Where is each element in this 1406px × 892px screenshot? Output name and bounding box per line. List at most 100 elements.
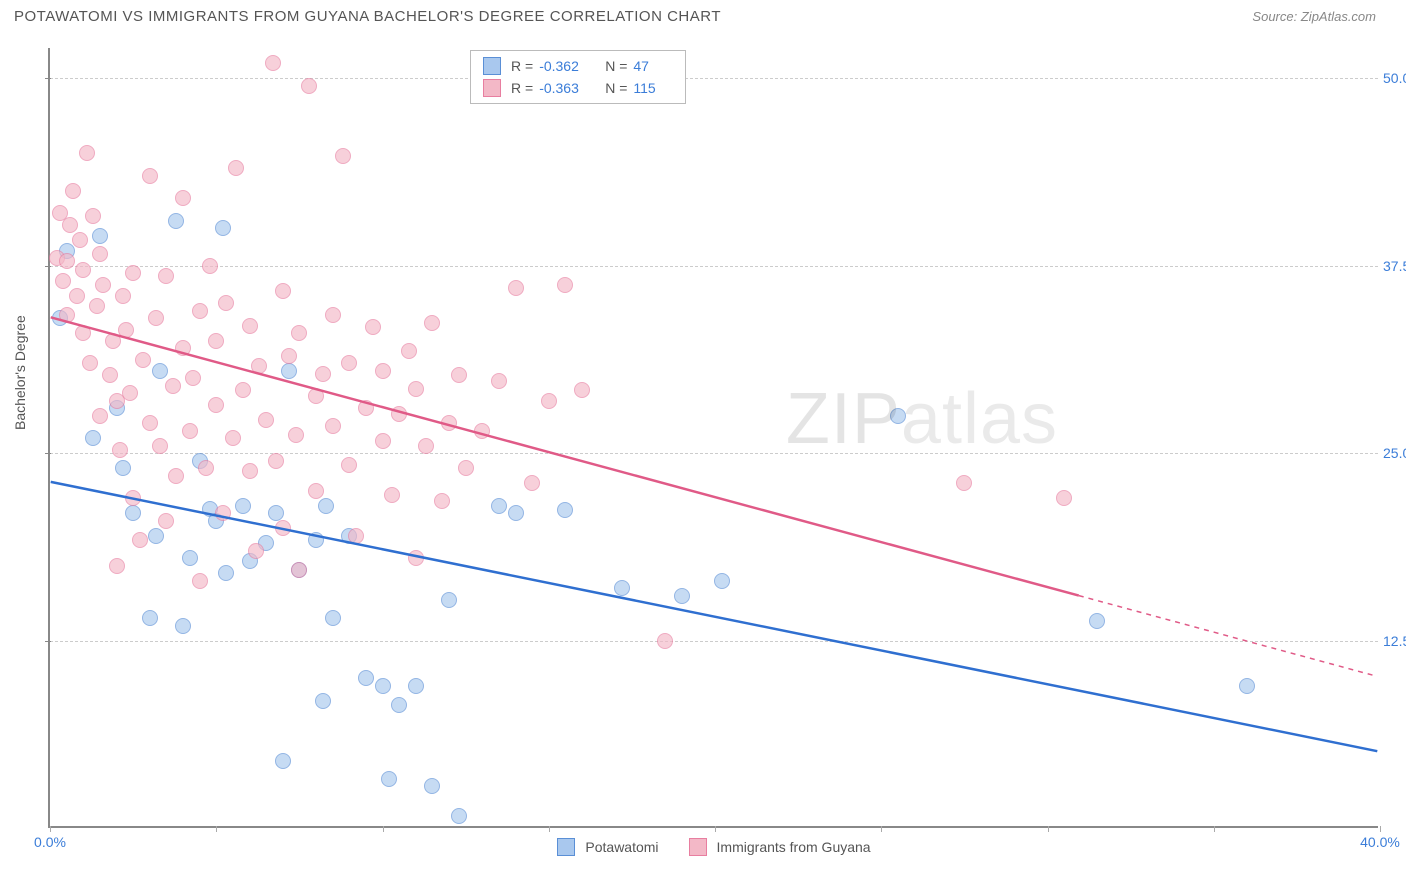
data-point	[198, 460, 214, 476]
data-point	[441, 415, 457, 431]
data-point	[268, 453, 284, 469]
gridline	[50, 453, 1378, 454]
gridline	[50, 266, 1378, 267]
x-tick-label: 0.0%	[34, 834, 66, 850]
y-tick-label: 37.5%	[1383, 258, 1406, 274]
data-point	[228, 160, 244, 176]
data-point	[225, 430, 241, 446]
data-point	[208, 397, 224, 413]
data-point	[182, 423, 198, 439]
swatch-icon	[557, 838, 575, 856]
data-point	[434, 493, 450, 509]
data-point	[109, 558, 125, 574]
scatter-plot: R = -0.362 N = 47 R = -0.363 N = 115 ZIP…	[48, 48, 1378, 828]
data-point	[175, 340, 191, 356]
data-point	[215, 505, 231, 521]
data-point	[192, 303, 208, 319]
data-point	[408, 550, 424, 566]
data-point	[375, 433, 391, 449]
data-point	[85, 430, 101, 446]
data-point	[72, 232, 88, 248]
chart-title: POTAWATOMI VS IMMIGRANTS FROM GUYANA BAC…	[14, 8, 721, 25]
y-tick-label: 50.0%	[1383, 70, 1406, 86]
data-point	[148, 310, 164, 326]
data-point	[341, 457, 357, 473]
series-legend: Potawatomi Immigrants from Guyana	[50, 838, 1378, 856]
data-point	[125, 265, 141, 281]
data-point	[557, 502, 573, 518]
data-point	[491, 498, 507, 514]
data-point	[890, 408, 906, 424]
data-point	[291, 562, 307, 578]
source-attribution: Source: ZipAtlas.com	[1252, 9, 1376, 24]
data-point	[265, 55, 281, 71]
data-point	[408, 678, 424, 694]
swatch-icon	[483, 57, 501, 75]
data-point	[451, 808, 467, 824]
data-point	[341, 355, 357, 371]
data-point	[79, 145, 95, 161]
data-point	[281, 348, 297, 364]
data-point	[301, 78, 317, 94]
data-point	[381, 771, 397, 787]
data-point	[152, 438, 168, 454]
data-point	[158, 513, 174, 529]
data-point	[115, 460, 131, 476]
data-point	[125, 505, 141, 521]
data-point	[281, 363, 297, 379]
trend-lines	[50, 48, 1378, 826]
data-point	[242, 318, 258, 334]
data-point	[65, 183, 81, 199]
data-point	[384, 487, 400, 503]
gridline	[50, 78, 1378, 79]
data-point	[674, 588, 690, 604]
data-point	[168, 468, 184, 484]
data-point	[102, 367, 118, 383]
data-point	[122, 385, 138, 401]
data-point	[1239, 678, 1255, 694]
data-point	[235, 498, 251, 514]
data-point	[365, 319, 381, 335]
data-point	[182, 550, 198, 566]
data-point	[308, 388, 324, 404]
legend-item: Immigrants from Guyana	[689, 838, 871, 856]
swatch-icon	[689, 838, 707, 856]
data-point	[208, 333, 224, 349]
data-point	[148, 528, 164, 544]
data-point	[235, 382, 251, 398]
data-point	[142, 610, 158, 626]
data-point	[118, 322, 134, 338]
data-point	[318, 498, 334, 514]
data-point	[408, 381, 424, 397]
data-point	[95, 277, 111, 293]
data-point	[1056, 490, 1072, 506]
y-tick-label: 25.0%	[1383, 445, 1406, 461]
data-point	[458, 460, 474, 476]
data-point	[248, 543, 264, 559]
data-point	[291, 325, 307, 341]
data-point	[275, 283, 291, 299]
data-point	[375, 678, 391, 694]
x-tick-label: 40.0%	[1360, 834, 1400, 850]
data-point	[557, 277, 573, 293]
data-point	[158, 268, 174, 284]
data-point	[125, 490, 141, 506]
data-point	[391, 406, 407, 422]
data-point	[275, 520, 291, 536]
data-point	[152, 363, 168, 379]
data-point	[59, 253, 75, 269]
data-point	[268, 505, 284, 521]
y-tick-label: 12.5%	[1383, 633, 1406, 649]
legend-row: R = -0.363 N = 115	[483, 77, 673, 99]
data-point	[348, 528, 364, 544]
data-point	[508, 280, 524, 296]
gridline	[50, 641, 1378, 642]
data-point	[325, 418, 341, 434]
data-point	[89, 298, 105, 314]
data-point	[524, 475, 540, 491]
data-point	[82, 355, 98, 371]
data-point	[258, 412, 274, 428]
data-point	[424, 315, 440, 331]
data-point	[142, 415, 158, 431]
data-point	[657, 633, 673, 649]
